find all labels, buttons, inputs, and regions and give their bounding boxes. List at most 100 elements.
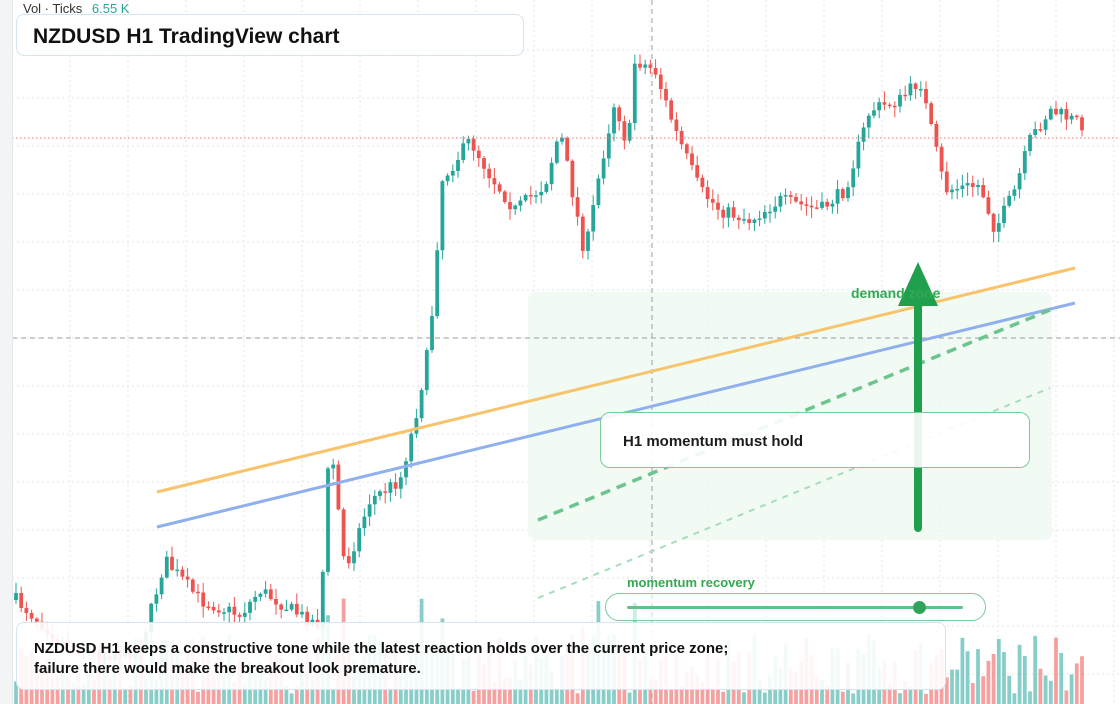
candle-body [216,610,221,613]
momentum-slider [605,593,986,621]
candle-body [742,219,746,221]
volume-bar [950,669,954,704]
candle-body [721,209,726,218]
candle-body [788,195,793,197]
candle-body [965,183,970,186]
candle-body [289,603,294,610]
candle-body [991,213,996,232]
candle-body [14,593,18,600]
candle-body [367,504,372,517]
candle-body [851,168,856,188]
candle-body [528,194,533,197]
candle-body [684,144,689,154]
candle-body [783,195,788,197]
candle-body [487,168,492,179]
volume-bar [575,693,580,704]
volume-bar [944,677,949,704]
volume-bar [742,692,746,704]
volume-bar [107,678,112,704]
candle-body [456,159,460,171]
volume-bar [310,680,315,704]
demand-zone-label: demand zone [851,285,941,301]
candle-body [497,184,502,192]
candle-body [606,133,611,159]
volume-bar [1048,680,1053,704]
candle-body [362,516,367,529]
candle-body [970,183,975,187]
volume-bar [71,682,76,704]
momentum-callout: H1 momentum must hold [600,412,1030,468]
candle-body [196,591,200,594]
candle-body [326,468,330,572]
volume-legend-value: 6.55 K [91,1,130,16]
volume-bar [294,685,299,704]
candle-body [830,203,835,207]
candle-body [944,171,949,193]
candle-body [352,551,356,564]
volume-bar [14,681,18,704]
volume-bar [508,677,512,704]
candle-body [513,205,518,210]
candle-body [736,217,741,221]
candle-body [1080,117,1084,131]
candle-body [1064,109,1069,120]
candle-body [664,88,668,101]
candle-body [1002,205,1006,224]
volume-bar [1069,674,1074,704]
summary-text: NZDUSD H1 keeps a constructive tone whil… [34,640,729,677]
volume-bar [825,685,830,704]
candle-body [679,131,684,145]
volume-bar [898,693,902,704]
candle-body [768,211,772,214]
candle-body [372,495,377,505]
candle-body [175,569,180,572]
candle-body [274,598,278,605]
candle-body [383,491,388,493]
candle-body [892,105,897,108]
candle-body [170,556,174,570]
candle-body [840,189,845,199]
candle-body [955,188,960,191]
candle-body [913,83,918,90]
candle-body [752,219,757,224]
candle-body [908,83,913,96]
candle-body [554,141,559,163]
candle-body [1043,119,1048,130]
candle-body [617,107,622,122]
candle-body [1048,108,1053,120]
candle-body [877,102,882,111]
volume-bar [502,678,507,704]
candle-body [950,189,954,193]
candle-body [638,63,642,68]
candle-body [149,603,154,633]
volume-bar [1012,693,1017,704]
candle-body [918,88,923,91]
volume-legend-label: Vol · Ticks [23,1,83,16]
candle-body [378,491,382,496]
candle-body [934,123,939,147]
candle-body [648,64,653,68]
candle-body [1074,115,1079,118]
candle-body [164,556,169,578]
volume-bar [986,660,991,704]
candle-body [825,201,830,207]
volume-bar [456,687,460,704]
volume-bar [814,676,819,704]
candle-body [762,211,767,219]
candle-body [804,204,809,206]
volume-bar [1028,691,1032,704]
candle-body [29,613,34,619]
volume-bar [965,651,970,704]
candle-body [861,127,866,142]
volume-legend: Vol · Ticks 6.55 K [23,1,129,16]
candle-body [19,593,24,608]
candle-body [570,160,575,198]
candle-body [575,197,580,217]
candle-body [643,64,648,68]
candle-body [976,185,980,187]
candle-body [690,153,694,166]
candle-body [856,141,861,169]
candle-body [502,191,507,203]
candle-body [612,107,616,134]
summary-card: NZDUSD H1 keeps a constructive tone whil… [16,622,946,690]
